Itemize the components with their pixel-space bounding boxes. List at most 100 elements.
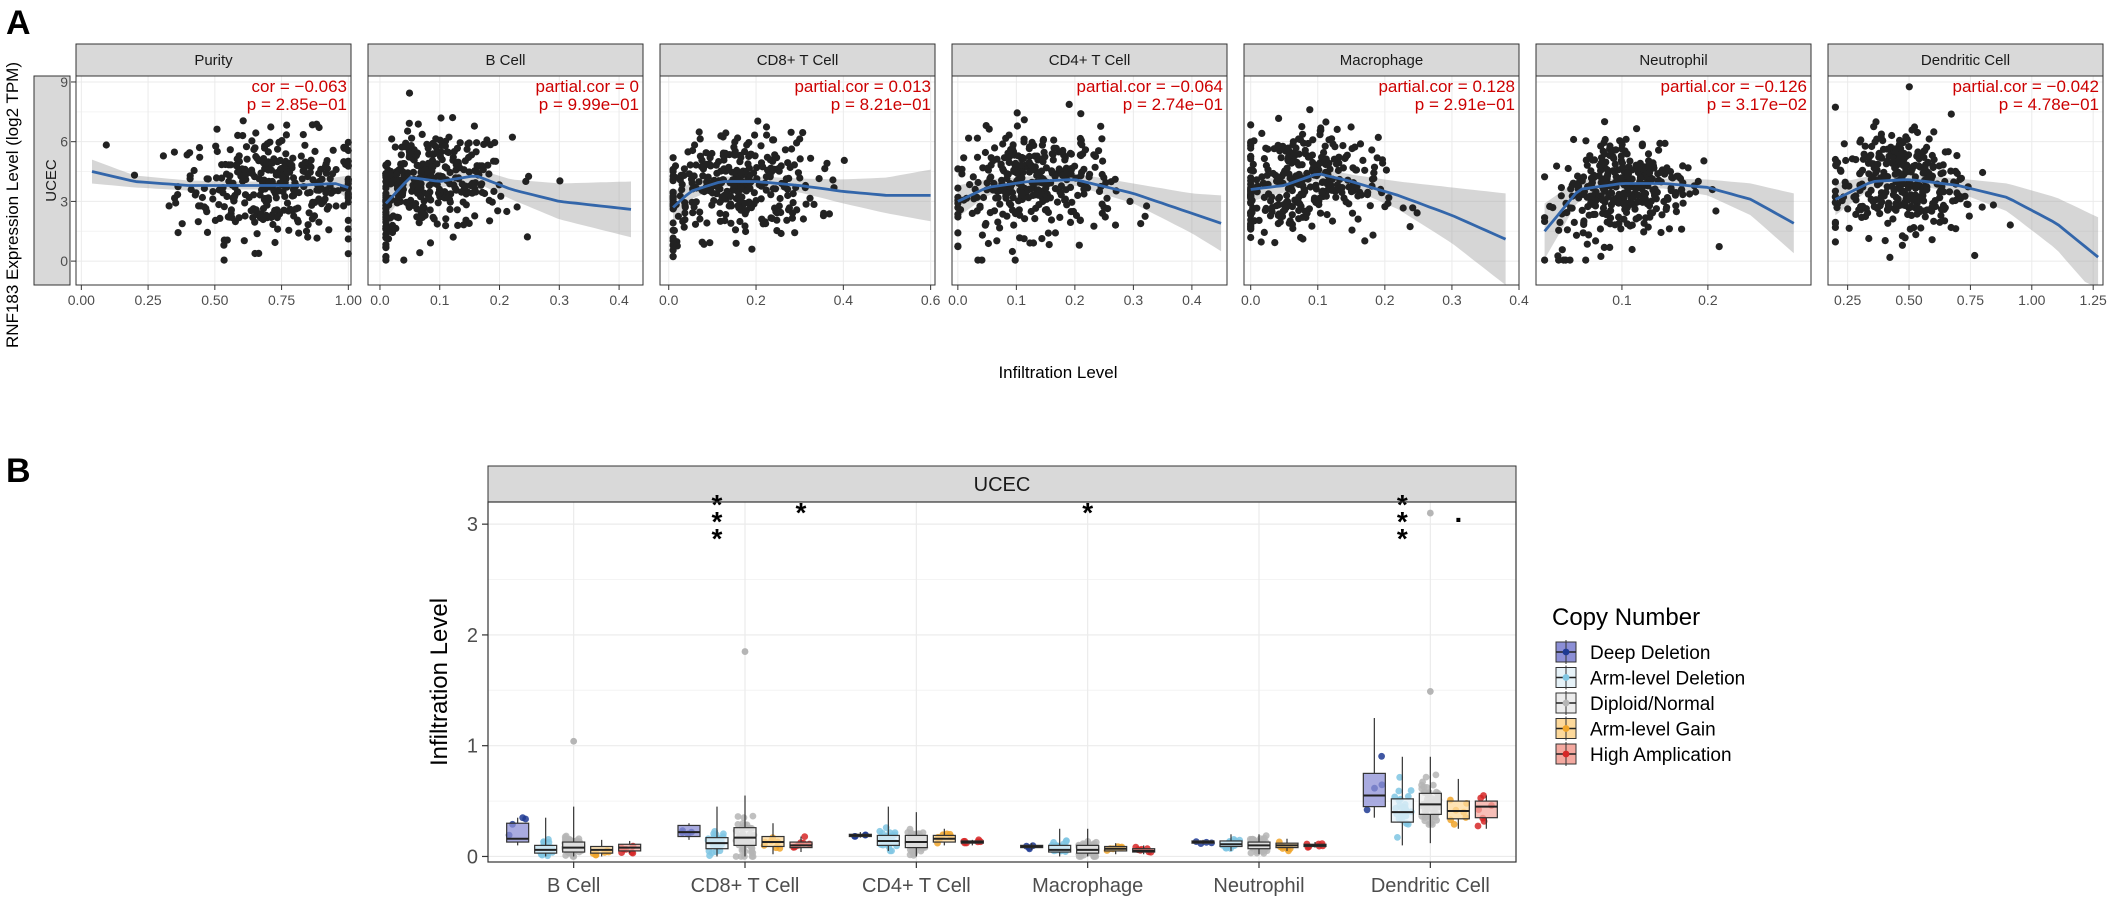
data-point [1679, 162, 1687, 170]
data-point [1334, 166, 1342, 175]
data-point [695, 178, 703, 186]
facet-strip [1827, 43, 2104, 77]
data-point [306, 168, 314, 176]
jitter-point [1450, 820, 1458, 828]
data-point [1319, 178, 1327, 186]
data-point [1288, 203, 1296, 211]
data-point [1556, 218, 1564, 226]
data-point [829, 176, 837, 184]
panel-a-scatter-facets: UCEC RNF183 Expression Level (log2 TPM) In… [3, 43, 2107, 382]
data-point [1409, 204, 1417, 212]
data-point [1892, 206, 1900, 214]
data-point [419, 203, 427, 211]
facet-border [1243, 75, 1520, 286]
data-point [1074, 191, 1082, 199]
data-point [1989, 201, 1997, 209]
data-point [1557, 192, 1565, 200]
x-axis-title: Infiltration Level [998, 363, 1117, 382]
data-point [1347, 188, 1356, 196]
data-point [1712, 207, 1720, 215]
data-point [1013, 122, 1022, 130]
data-point [1623, 150, 1631, 158]
y-tick-label: 3 [467, 514, 478, 536]
data-point [681, 199, 689, 207]
data-point [1288, 211, 1296, 219]
data-point [1374, 133, 1382, 141]
data-point [732, 239, 740, 247]
facet-strip-label: Neutrophil [1639, 52, 1707, 69]
data-point [1930, 217, 1938, 225]
facet-border [367, 75, 644, 286]
data-point [1572, 231, 1581, 239]
data-point [1008, 189, 1017, 197]
x-tick-label: 0.2 [490, 292, 510, 308]
data-point [322, 169, 330, 177]
data-point [1090, 151, 1098, 159]
data-point [978, 256, 986, 264]
data-point [784, 191, 792, 200]
data-point [294, 204, 302, 212]
data-point [770, 136, 778, 144]
data-point [262, 211, 270, 219]
data-point [449, 153, 457, 161]
data-point [768, 214, 776, 223]
data-point [783, 216, 791, 224]
data-point [1322, 118, 1330, 126]
jitter-point [1422, 773, 1430, 781]
series-arm-level-deletion [534, 756, 1415, 860]
data-point [1323, 211, 1331, 219]
data-point [1978, 203, 1986, 211]
data-point [1299, 235, 1307, 243]
data-point [1038, 235, 1046, 243]
data-point [130, 171, 139, 179]
smooth-line [1834, 178, 2099, 259]
data-point [284, 207, 293, 215]
legend-point [1562, 699, 1570, 707]
data-point [1261, 206, 1269, 214]
data-point [402, 198, 410, 206]
data-point [1368, 146, 1376, 154]
data-point [1318, 188, 1326, 197]
data-point [741, 148, 749, 156]
data-point [1609, 167, 1617, 175]
data-point [234, 168, 242, 176]
data-point [311, 147, 319, 155]
data-point [1027, 185, 1035, 193]
data-point [689, 146, 697, 155]
data-point [382, 241, 390, 249]
data-point [994, 218, 1002, 226]
data-point [1057, 182, 1065, 190]
smooth-line [91, 170, 349, 189]
data-point [1379, 159, 1387, 167]
data-point [304, 189, 312, 197]
data-point [1655, 146, 1663, 154]
data-point [680, 171, 688, 179]
data-point [669, 226, 677, 234]
data-point [681, 216, 689, 224]
x-tick-label: 0.2 [1698, 292, 1718, 308]
data-point [1896, 169, 1904, 178]
data-point [992, 194, 1000, 202]
facet-strip [75, 43, 352, 77]
data-point [1640, 219, 1648, 227]
data-point [344, 138, 352, 146]
data-point [825, 210, 834, 218]
data-point [434, 172, 442, 180]
data-point [1126, 197, 1134, 205]
data-point [1043, 206, 1051, 214]
data-point [1912, 181, 1920, 189]
data-point [1566, 256, 1574, 264]
data-point [819, 212, 828, 220]
data-point [1928, 203, 1936, 212]
data-point [1606, 145, 1614, 153]
data-point [978, 231, 987, 239]
data-point [1965, 212, 1973, 220]
data-point [1607, 189, 1615, 197]
data-point [332, 202, 340, 210]
data-point [437, 114, 445, 122]
data-point [1361, 237, 1369, 245]
data-point [382, 233, 390, 242]
data-point [1899, 180, 1907, 188]
